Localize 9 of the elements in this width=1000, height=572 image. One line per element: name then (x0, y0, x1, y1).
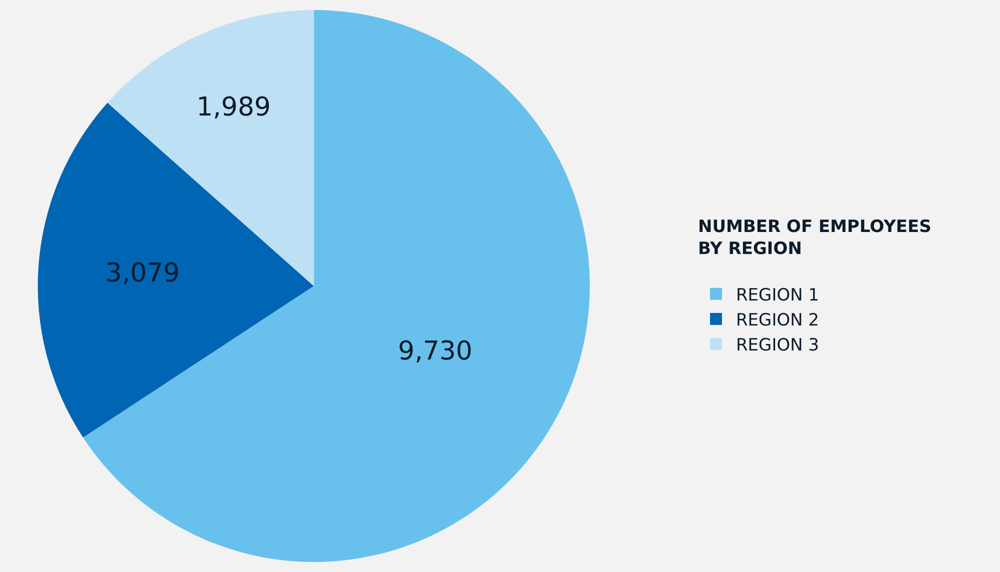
pie-slice (83, 10, 590, 562)
data-label: 9,730 (398, 336, 472, 367)
legend-label: REGION 3 (736, 336, 820, 356)
legend-title: NUMBER OF EMPLOYEES BY REGION (698, 217, 932, 260)
legend-label: REGION 1 (736, 285, 820, 306)
legend-label: REGION 2 (736, 310, 820, 331)
data-label: 3,079 (105, 258, 180, 289)
data-label: 1,989 (196, 92, 271, 122)
pie-slice (107, 10, 314, 286)
